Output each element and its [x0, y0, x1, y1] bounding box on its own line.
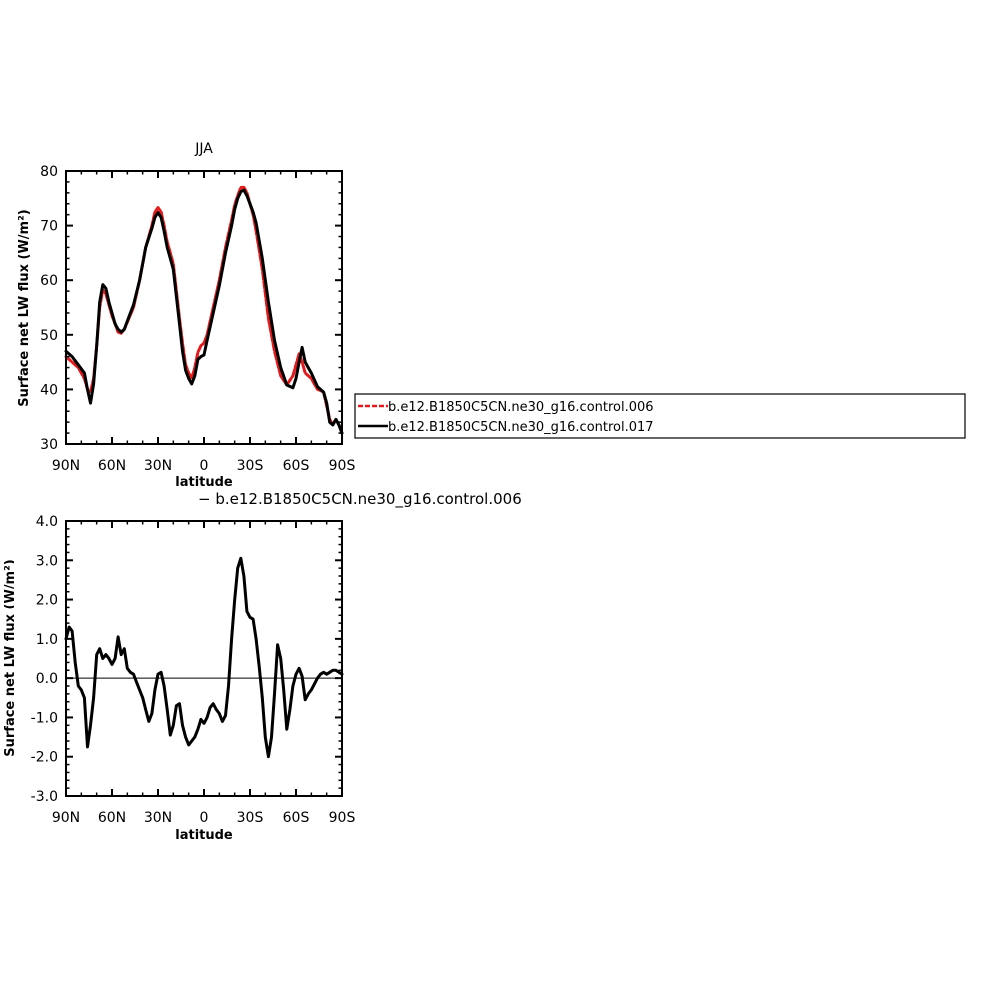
top-x-axis-label: latitude — [175, 475, 233, 490]
x-tick-label: 90N — [52, 458, 80, 474]
y-tick-label: 60 — [40, 273, 58, 289]
top-plot-area: 30 40 50 60 70 80 90N 60N 30N 0 30S 60S 90S — [40, 164, 355, 474]
x-tick-label: 90S — [329, 810, 356, 826]
y-tick-label: 80 — [40, 164, 58, 180]
x-tick-label: 30S — [237, 810, 264, 826]
bottom-y-axis-label: Surface net LW flux (W/m²) — [3, 559, 18, 756]
y-tick-label: -2.0 — [31, 750, 58, 766]
bottom-x-axis-label: latitude — [175, 828, 233, 843]
legend-box — [354, 393, 966, 439]
bottom-panel: − b.e12.B1850C5CN.ne30_g16.control.006 -… — [3, 490, 522, 843]
y-tick-label: 3.0 — [36, 553, 58, 569]
legend: b.e12.B1850C5CN.ne30_g16.control.006 b.e… — [354, 393, 966, 439]
bottom-plot-area: -3.0 -2.0 -1.0 0.0 1.0 2.0 3.0 4.0 90N 60N 30N 0 30S… — [31, 514, 356, 826]
x-tick-label: 0 — [200, 458, 209, 474]
series-line-1-0 — [64, 556, 344, 759]
bottom-chart-title: − b.e12.B1850C5CN.ne30_g16.control.006 — [198, 490, 522, 509]
top-panel: JJA Surface net LW flux (W/m²) latitude … — [17, 141, 355, 490]
x-tick-label: 30N — [144, 810, 172, 826]
y-tick-label: 4.0 — [36, 514, 58, 530]
y-tick-label: 0.0 — [36, 671, 58, 687]
y-tick-label: 30 — [40, 437, 58, 453]
x-tick-label: 60S — [283, 458, 310, 474]
legend-label-006: b.e12.B1850C5CN.ne30_g16.control.006 — [388, 400, 654, 415]
y-tick-label: 70 — [40, 219, 58, 235]
x-tick-label: 30S — [237, 458, 264, 474]
x-tick-label: 90S — [329, 458, 356, 474]
series-line-0-0 — [64, 185, 344, 435]
x-tick-label: 60N — [98, 810, 126, 826]
top-y-axis-label: Surface net LW flux (W/m²) — [17, 209, 32, 406]
y-tick-label: -3.0 — [31, 789, 58, 805]
x-tick-label: 90N — [52, 810, 80, 826]
x-tick-label: 60S — [283, 810, 310, 826]
series-line-0-1 — [64, 188, 344, 435]
x-tick-label: 30N — [144, 458, 172, 474]
x-tick-label: 60N — [98, 458, 126, 474]
top-chart-title: JJA — [194, 141, 213, 157]
legend-label-017: b.e12.B1850C5CN.ne30_g16.control.017 — [388, 420, 654, 435]
y-tick-label: 1.0 — [36, 632, 58, 648]
y-tick-label: 40 — [40, 382, 58, 398]
plot-frame — [65, 170, 343, 445]
y-tick-label: 50 — [40, 328, 58, 344]
x-tick-label: 0 — [200, 810, 209, 826]
y-tick-label: 2.0 — [36, 593, 58, 609]
y-tick-label: -1.0 — [31, 710, 58, 726]
